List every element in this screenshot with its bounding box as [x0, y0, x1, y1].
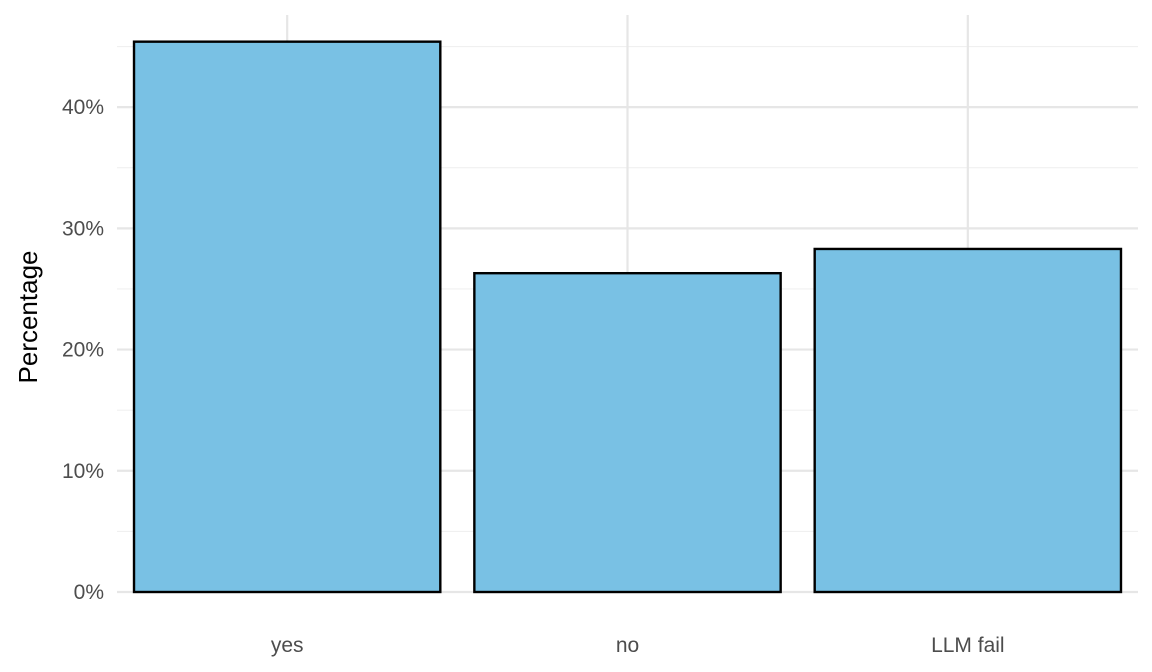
y-tick-label: 40% — [62, 96, 104, 119]
y-tick-label: 10% — [62, 460, 104, 483]
bar-no — [473, 271, 782, 594]
y-axis-title: Percentage — [13, 251, 43, 384]
x-tick-label: LLM fail — [931, 634, 1005, 657]
x-tick-label: yes — [271, 634, 304, 657]
bars — [132, 40, 1123, 594]
bar-yes — [132, 40, 442, 594]
y-tick-label: 20% — [62, 339, 104, 362]
x-tick-label: no — [616, 634, 639, 657]
y-axis-ticks: 0% 10% 20% 30% 40% — [62, 96, 104, 604]
bar-llm-fail — [813, 247, 1123, 594]
x-axis-ticks: yes no LLM fail — [271, 634, 1005, 657]
y-tick-label: 0% — [74, 581, 104, 604]
y-tick-label: 30% — [62, 217, 104, 240]
